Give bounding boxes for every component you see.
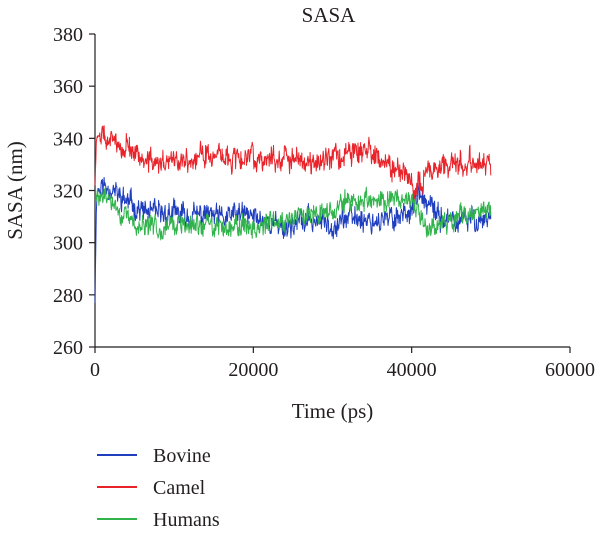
legend: Bovine Camel Humans (97, 445, 220, 531)
y-tick-label: 300 (53, 233, 83, 255)
x-axis-ticks: 0 20000 40000 60000 (90, 347, 595, 381)
x-tick-label: 40000 (387, 359, 437, 381)
y-tick-label: 320 (53, 181, 83, 203)
legend-label-bovine: Bovine (153, 445, 211, 467)
y-tick-label: 260 (53, 337, 83, 359)
legend-label-camel: Camel (153, 477, 206, 499)
x-tick-label: 20000 (228, 359, 278, 381)
y-axis-ticks: 260 280 300 320 340 360 380 (53, 24, 95, 359)
y-tick-label: 380 (53, 24, 83, 46)
y-axis-label: SASA (nm) (3, 141, 27, 240)
y-tick-label: 360 (53, 76, 83, 98)
y-tick-label: 340 (53, 128, 83, 150)
chart-title: SASA (302, 3, 357, 27)
series-line-bovine (94, 177, 492, 303)
x-tick-label: 0 (90, 359, 100, 381)
series-line-humans (94, 186, 492, 241)
series-line-camel (94, 125, 492, 201)
legend-label-humans: Humans (153, 509, 220, 531)
plot-area (94, 125, 492, 303)
x-tick-label: 60000 (545, 359, 595, 381)
x-axis-label: Time (ps) (292, 399, 374, 423)
y-tick-label: 280 (53, 285, 83, 307)
